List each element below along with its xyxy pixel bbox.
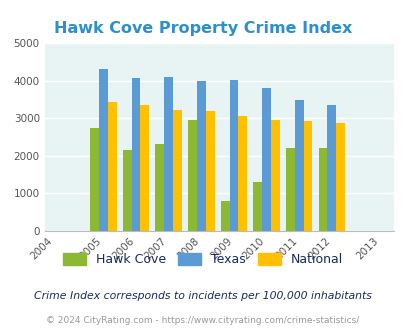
Text: Crime Index corresponds to incidents per 100,000 inhabitants: Crime Index corresponds to incidents per… [34,291,371,301]
Bar [164,77,173,231]
Bar [229,80,238,231]
Bar [131,78,140,231]
Bar [122,150,131,231]
Bar [294,100,303,231]
Bar [318,148,326,231]
Bar [253,182,262,231]
Bar [205,111,214,231]
Bar [173,110,181,231]
Text: © 2024 CityRating.com - https://www.cityrating.com/crime-statistics/: © 2024 CityRating.com - https://www.city… [46,316,359,325]
Bar [262,88,270,231]
Bar [303,121,311,231]
Bar [335,123,344,231]
Bar [188,120,196,231]
Bar [220,201,229,231]
Legend: Hawk Cove, Texas, National: Hawk Cove, Texas, National [63,253,342,266]
Bar [90,128,99,231]
Bar [270,120,279,231]
Bar [238,116,247,231]
Bar [155,145,164,231]
Bar [326,105,335,231]
Bar [99,69,108,231]
Bar [285,148,294,231]
Bar [108,102,116,231]
Bar [196,81,205,231]
Text: Hawk Cove Property Crime Index: Hawk Cove Property Crime Index [54,21,351,36]
Bar [140,105,149,231]
